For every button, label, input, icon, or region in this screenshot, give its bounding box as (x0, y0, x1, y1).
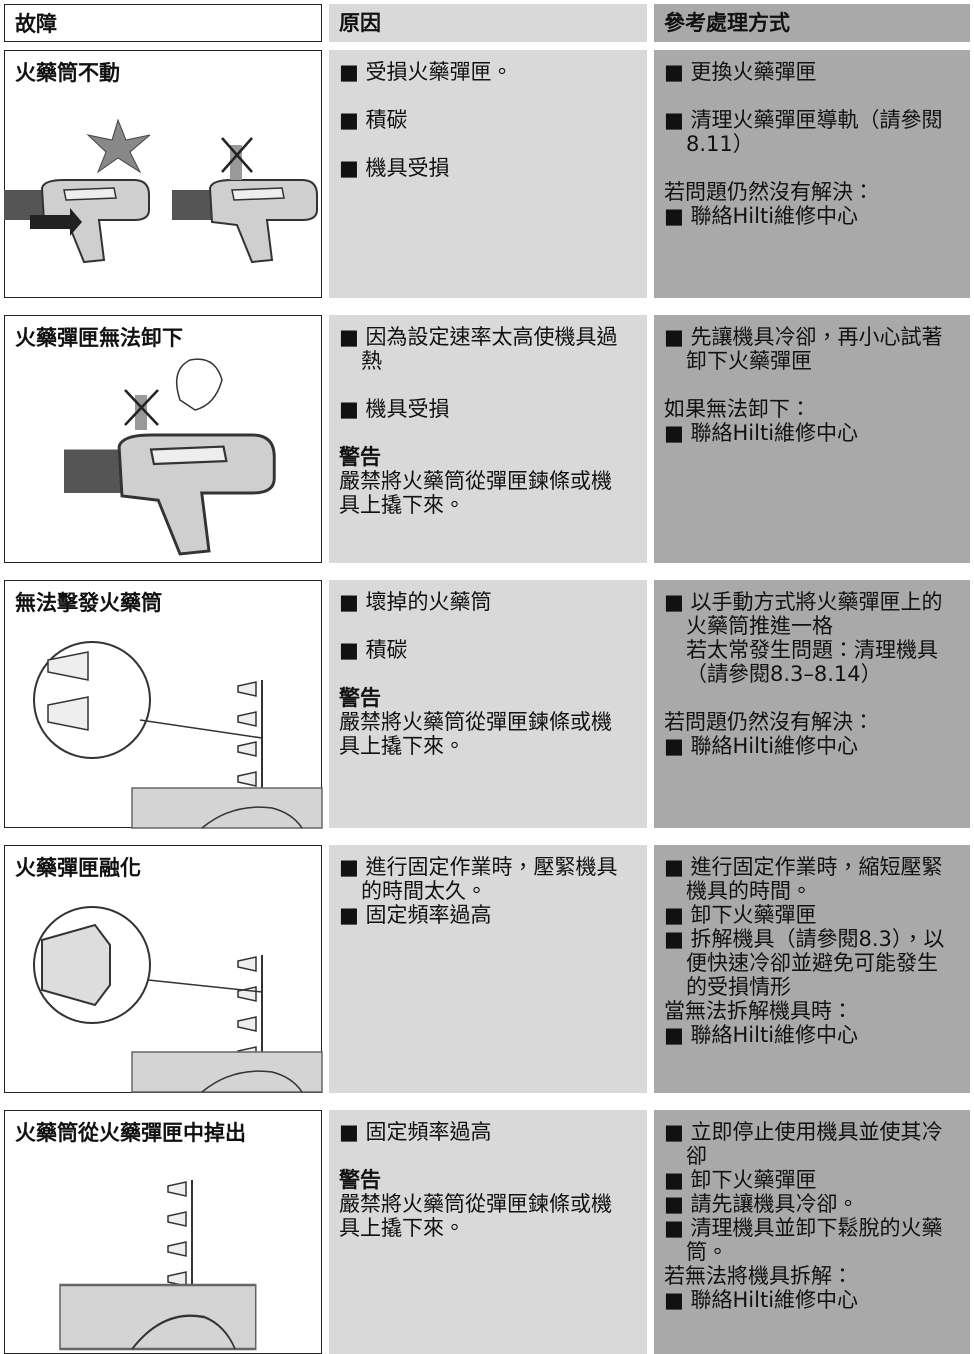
text-line: ■ 受損火藥彈匣。 (339, 60, 513, 84)
text-block: ■ 壞掉的火藥筒 (339, 590, 637, 614)
text-line: 卸下火藥彈匣 (686, 349, 812, 373)
fault-title: 無法擊發火藥筒 (15, 591, 162, 615)
fault-cell: 火藥筒不動 (4, 50, 322, 298)
text-block: ■ 積碳 (339, 108, 637, 132)
header-cell: 故障 (4, 4, 322, 42)
text-block: ■ 以手動方式將火藥彈匣上的 火藥筒推進一格 若太常發生問題：清理機具 （請參閱8.3… (664, 590, 960, 686)
text-line: ■ 立即停止使用機具並使其冷 (664, 1120, 943, 1144)
cause-cell: ■ 固定頻率過高 警告 嚴禁將火藥筒從彈匣鍊條或機 具上撬下來。 (329, 1110, 647, 1354)
text-block: ■ 因為設定速率太高使機具過熱 (339, 325, 637, 373)
text-block: ■ 機具受損 (339, 156, 637, 180)
text-line: ■ 積碳 (339, 108, 408, 132)
text-line: ■ 清理火藥彈匣導軌（請參閱 (664, 108, 943, 132)
text-line: ■ 機具受損 (339, 397, 450, 421)
text-block: ■ 受損火藥彈匣。 (339, 60, 637, 84)
text-line: ■ 固定頻率過高 (339, 903, 492, 927)
text-line: 機具的時間。 (686, 879, 812, 903)
text-block: ■ 進行固定作業時，壓緊機具 的時間太久。 ■ 固定頻率過高 (339, 855, 637, 927)
text-line: ■ 進行固定作業時，壓緊機具 (339, 855, 618, 879)
text-line: 8.11） (686, 132, 754, 156)
fault-title: 火藥彈匣融化 (15, 856, 141, 880)
text-line: 筒。 (686, 1240, 728, 1264)
text-line: ■ 聯絡Hilti維修中心 (664, 734, 859, 758)
text-block: ■ 積碳 (339, 638, 637, 662)
text-block: ■ 更換火藥彈匣 (664, 60, 960, 84)
fault-title: 火藥筒不動 (15, 61, 120, 85)
text-line: ■ 積碳 (339, 638, 408, 662)
text-line: ■ 以手動方式將火藥彈匣上的 (664, 590, 943, 614)
warning-heading: 警告 (339, 686, 381, 710)
text-line: ■ 聯絡Hilti維修中心 (664, 1023, 859, 1047)
text-line: 熱 (361, 349, 382, 373)
warning-heading: 警告 (339, 445, 381, 469)
text-block: ■ 進行固定作業時，縮短壓緊 機具的時間。 ■ 卸下火藥彈匣 ■ 拆解機具（請參閱8.… (664, 855, 960, 1047)
fault-title: 火藥筒從火藥彈匣中掉出 (15, 1121, 246, 1145)
cause-cell: ■ 因為設定速率太高使機具過熱 ■ 機具受損 警告 嚴禁將火藥筒從彈匣鍊條或機 具上撬下… (329, 315, 647, 563)
fault-title: 火藥彈匣無法卸下 (15, 326, 183, 350)
text-block: ■ 立即停止使用機具並使其冷卻 ■ 卸下火藥彈匣 ■ 請先讓機具冷卻。 ■ 清理機具並… (664, 1120, 960, 1312)
text-line: ■ 拆解機具（請參閱8.3），以 (664, 927, 945, 951)
text-block: 警告 嚴禁將火藥筒從彈匣鍊條或機 具上撬下來。 (339, 1168, 637, 1240)
header-cell: 原因 (329, 4, 647, 42)
text-line: 具上撬下來。 (339, 734, 465, 758)
text-line: （請參閱8.3–8.14） (686, 662, 882, 686)
text-line: ■ 請先讓機具冷卻。 (664, 1192, 859, 1216)
text-line: ■ 聯絡Hilti維修中心 (664, 1288, 859, 1312)
text-line: ■ 因為設定速率太高使機具過 (339, 325, 618, 349)
text-line: ■ 先讓機具冷卻，再小心試著 (664, 325, 943, 349)
solution-cell: ■ 先讓機具冷卻，再小心試著 卸下火藥彈匣 如果無法卸下： ■ 聯絡Hilti維修中心 (654, 315, 970, 563)
text-block: 警告 嚴禁將火藥筒從彈匣鍊條或機 具上撬下來。 (339, 445, 637, 517)
text-line: ■ 卸下火藥彈匣 (664, 903, 817, 927)
text-line: ■ 卸下火藥彈匣 (664, 1168, 817, 1192)
text-line: ■ 聯絡Hilti維修中心 (664, 204, 859, 228)
text-line: 便快速冷卻並避免可能發生 (686, 951, 938, 975)
cause-cell: ■ 進行固定作業時，壓緊機具 的時間太久。 ■ 固定頻率過高 (329, 845, 647, 1093)
text-line: 具上撬下來。 (339, 1216, 465, 1240)
text-line: 的時間太久。 (361, 879, 487, 903)
text-line: 若無法將機具拆解： (664, 1264, 853, 1288)
text-line: 嚴禁將火藥筒從彈匣鍊條或機 (339, 1192, 612, 1216)
text-line: 嚴禁將火藥筒從彈匣鍊條或機 (339, 710, 612, 734)
text-line: ■ 壞掉的火藥筒 (339, 590, 492, 614)
text-line: 當無法拆解機具時： (664, 999, 853, 1023)
fault-cell: 火藥筒從火藥彈匣中掉出 (4, 1110, 322, 1354)
text-block: ■ 機具受損 (339, 397, 637, 421)
solution-cell: ■ 以手動方式將火藥彈匣上的 火藥筒推進一格 若太常發生問題：清理機具 （請參閱8.3… (654, 580, 970, 828)
text-block: ■ 固定頻率過高 (339, 1120, 637, 1144)
header-cell: 參考處理方式 (654, 4, 970, 42)
text-line: ■ 固定頻率過高 (339, 1120, 492, 1144)
solution-cell: ■ 更換火藥彈匣 ■ 清理火藥彈匣導軌（請參閱 8.11） 若問題仍然沒有解決： ■ 聯… (654, 50, 970, 298)
solution-cell: ■ 立即停止使用機具並使其冷卻 ■ 卸下火藥彈匣 ■ 請先讓機具冷卻。 ■ 清理機具並… (654, 1110, 970, 1354)
text-line: 具上撬下來。 (339, 493, 465, 517)
text-line: 若太常發生問題：清理機具 (686, 638, 938, 662)
text-block: 如果無法卸下： ■ 聯絡Hilti維修中心 (664, 397, 960, 445)
text-line: 火藥筒推進一格 (686, 614, 833, 638)
text-line: 若問題仍然沒有解決： (664, 180, 874, 204)
warning-heading: 警告 (339, 1168, 381, 1192)
text-line: ■ 進行固定作業時，縮短壓緊 (664, 855, 943, 879)
text-block: ■ 先讓機具冷卻，再小心試著 卸下火藥彈匣 (664, 325, 960, 373)
text-block: 若問題仍然沒有解決： ■ 聯絡Hilti維修中心 (664, 710, 960, 758)
text-line: ■ 更換火藥彈匣 (664, 60, 817, 84)
text-line: ■ 聯絡Hilti維修中心 (664, 421, 859, 445)
cause-cell: ■ 壞掉的火藥筒 ■ 積碳警告 嚴禁將火藥筒從彈匣鍊條或機 具上撬下來。 (329, 580, 647, 828)
text-block: 若問題仍然沒有解決： ■ 聯絡Hilti維修中心 (664, 180, 960, 228)
text-line: ■ 機具受損 (339, 156, 450, 180)
text-line: 若問題仍然沒有解決： (664, 710, 874, 734)
text-line: ■ 清理機具並卸下鬆脫的火藥 (664, 1216, 943, 1240)
cause-cell: ■ 受損火藥彈匣。 ■ 積碳 ■ 機具受損 (329, 50, 647, 298)
text-line: 嚴禁將火藥筒從彈匣鍊條或機 (339, 469, 612, 493)
text-line: 如果無法卸下： (664, 397, 811, 421)
text-line: 的受損情形 (686, 975, 791, 999)
text-block: 警告 嚴禁將火藥筒從彈匣鍊條或機 具上撬下來。 (339, 686, 637, 758)
solution-cell: ■ 進行固定作業時，縮短壓緊 機具的時間。 ■ 卸下火藥彈匣 ■ 拆解機具（請參閱8.… (654, 845, 970, 1093)
text-line: 卻 (686, 1144, 707, 1168)
text-block: ■ 清理火藥彈匣導軌（請參閱 8.11） (664, 108, 960, 156)
